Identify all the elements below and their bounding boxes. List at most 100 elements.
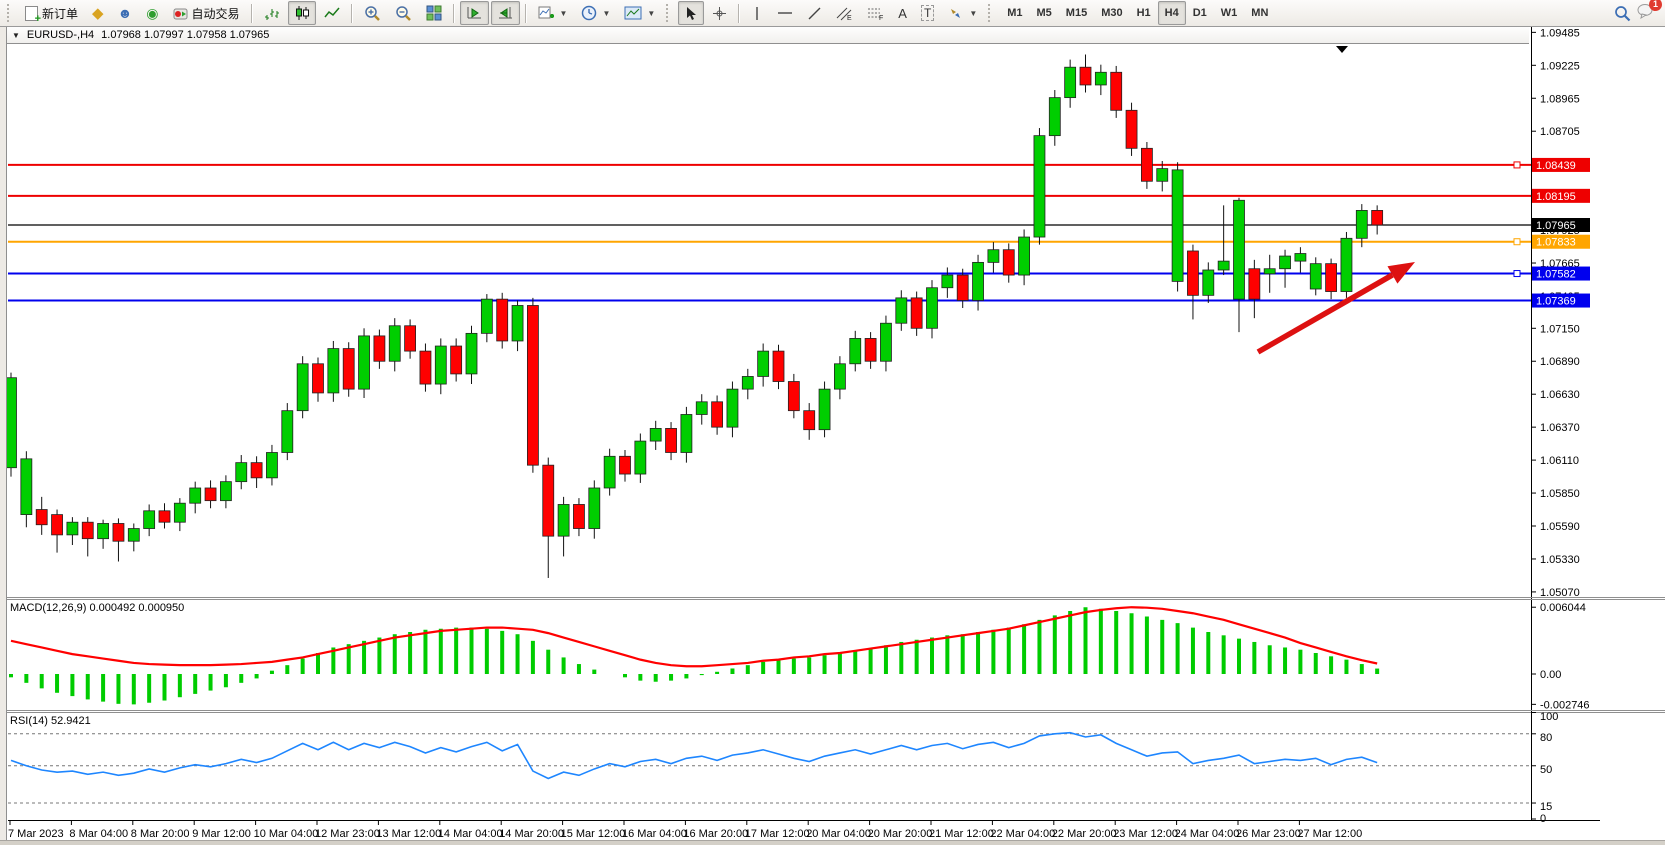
trendline-tool-button[interactable]: [801, 1, 828, 25]
candle: [895, 297, 908, 324]
candle: [1110, 71, 1123, 111]
tile-windows-button[interactable]: [420, 1, 448, 25]
price-tick: 1.06370: [1540, 422, 1580, 434]
price-tick: 1.05590: [1540, 521, 1580, 533]
indicators-button[interactable]: ▼: [532, 1, 574, 25]
equidistant-channel-icon: E: [836, 7, 852, 21]
chart-title-bar[interactable]: ▼ EURUSD-,H4 1.07968 1.07997 1.07958 1.0…: [7, 27, 1529, 44]
candle: [204, 487, 217, 502]
zoom-in-button[interactable]: [358, 1, 387, 25]
channel-tool-button[interactable]: E: [830, 1, 859, 25]
market-watch-button[interactable]: ◆: [86, 1, 110, 25]
candle: [404, 325, 417, 352]
candle: [603, 455, 616, 489]
label-tool-icon: T: [920, 5, 935, 21]
line-handle: [1513, 270, 1521, 278]
periods-button[interactable]: ▼: [575, 1, 616, 25]
candle: [1371, 210, 1384, 226]
time-axis-label: 23 Mar 12:00: [1113, 828, 1178, 840]
rsi-pane: 100 80 50 150: [8, 711, 1558, 825]
candle: [5, 377, 17, 469]
candle: [1294, 253, 1307, 262]
candle: [910, 297, 923, 329]
macd-indicator-label: MACD(12,26,9) 0.000492 0.000950: [10, 602, 185, 614]
candle: [649, 428, 662, 442]
tf-button-w1[interactable]: W1: [1220, 7, 1238, 19]
candle: [1018, 236, 1030, 276]
search-icon[interactable]: [1614, 5, 1631, 22]
time-axis-label: 16 Mar 04:00: [622, 828, 687, 840]
templates-button[interactable]: ▼: [618, 1, 661, 25]
text-tool-button[interactable]: A: [892, 1, 913, 25]
auto-trading-icon: [173, 8, 188, 19]
svg-text:F: F: [879, 15, 883, 21]
candle: [880, 322, 892, 362]
candle: [1171, 169, 1184, 282]
trend-arrow-annotation[interactable]: [1256, 262, 1415, 355]
candle: [787, 381, 800, 412]
candle: [972, 261, 984, 301]
macd-axis-tick: -0.002746: [1540, 699, 1590, 711]
label-tool-button[interactable]: T: [915, 1, 940, 25]
price-tick: 1.06890: [1540, 356, 1580, 368]
candle: [1233, 199, 1245, 300]
price-tick: 1.07150: [1540, 323, 1580, 335]
candles-layer: [5, 54, 1384, 578]
notifications-button[interactable]: 1: [1637, 0, 1662, 24]
new-order-button[interactable]: 新订单: [19, 1, 84, 25]
tf-button-m5[interactable]: M5: [1036, 7, 1052, 19]
crosshair-tool-button[interactable]: [706, 1, 733, 25]
candle: [158, 510, 171, 523]
candle: [419, 350, 432, 385]
chart-canvas[interactable]: 1.094851.092251.089651.087051.084451.081…: [0, 27, 1665, 845]
line-chart-button[interactable]: [318, 1, 346, 25]
candle: [1309, 263, 1322, 290]
candle: [1048, 97, 1061, 137]
candle: [342, 348, 355, 390]
candle: [849, 338, 862, 365]
time-axis-label: 13 Mar 12:00: [376, 828, 441, 840]
candle: [680, 414, 693, 453]
time-axis-label: 8 Mar 20:00: [131, 828, 190, 840]
vertical-line-tool-button[interactable]: [745, 1, 769, 25]
tf-button-h1[interactable]: H1: [1136, 7, 1151, 19]
horizontal-line-tool-button[interactable]: [771, 1, 799, 25]
arrows-tool-button[interactable]: ▼: [942, 1, 983, 25]
candle: [51, 514, 63, 536]
candle: [327, 348, 340, 394]
tf-button-h4[interactable]: H4: [1157, 1, 1186, 25]
window-menu-icon[interactable]: ▼: [12, 30, 20, 40]
fibonacci-tool-button[interactable]: F: [861, 1, 890, 25]
zoom-out-button[interactable]: [389, 1, 418, 25]
tf-button-m30[interactable]: M30: [1101, 7, 1123, 19]
auto-scroll-button[interactable]: [459, 1, 489, 25]
tf-button-m1[interactable]: M1: [1007, 7, 1023, 19]
cursor-tool-button[interactable]: [678, 1, 705, 25]
candle: [1064, 66, 1077, 99]
time-axis-label: 14 Mar 04:00: [438, 828, 503, 840]
timeframe-group: M1 M5 M15 M30 H1 H4 D1 W1 MN: [1000, 1, 1275, 25]
price-tick: 1.06110: [1540, 455, 1579, 467]
strategy-tester-button[interactable]: ◉: [140, 1, 164, 25]
toolbar-separator: [350, 3, 353, 23]
price-tick: 1.06630: [1540, 389, 1580, 401]
candle: [1079, 66, 1092, 86]
price-tick: 1.05070: [1540, 587, 1580, 599]
candle: [757, 350, 770, 377]
candle: [941, 274, 954, 289]
bar-chart-button[interactable]: [258, 1, 286, 25]
candlestick-chart-button[interactable]: [287, 1, 316, 25]
tf-button-m15[interactable]: M15: [1065, 7, 1088, 19]
chart-shift-icon: [498, 7, 512, 19]
candle: [143, 510, 156, 529]
auto-trading-button[interactable]: 自动交易: [167, 1, 246, 25]
chevron-down-icon: ▼: [647, 8, 656, 18]
chart-shift-button[interactable]: [490, 1, 520, 25]
tf-button-mn[interactable]: MN: [1251, 7, 1269, 19]
candle: [741, 376, 754, 390]
tf-button-d1[interactable]: D1: [1192, 7, 1207, 19]
trendline-icon: [808, 7, 821, 19]
data-window-button[interactable]: ☻: [112, 1, 139, 25]
candle: [726, 388, 739, 428]
